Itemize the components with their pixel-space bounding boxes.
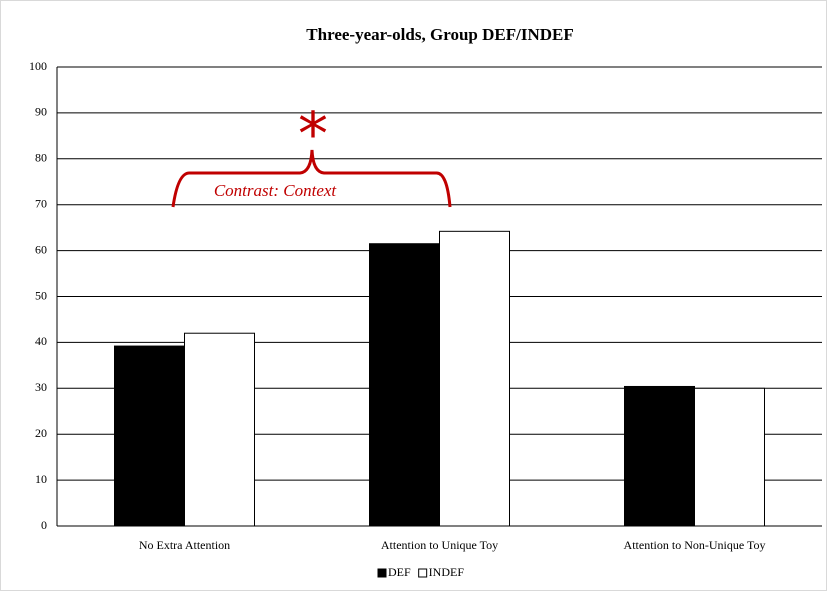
chart-title: Three-year-olds, Group DEF/INDEF <box>306 25 573 44</box>
y-tick-label: 10 <box>35 472 47 486</box>
y-tick-label: 30 <box>35 380 47 394</box>
y-tick-label: 90 <box>35 105 47 119</box>
x-tick-label: Attention to Non-Unique Toy <box>624 538 766 552</box>
bar <box>369 243 440 527</box>
bar <box>184 332 255 527</box>
bar <box>114 345 185 527</box>
contrast-bracket <box>171 149 452 208</box>
bar <box>624 385 695 527</box>
y-tick-label: 60 <box>35 242 47 256</box>
bar <box>694 387 765 527</box>
annotation-text: Contrast: Context <box>214 181 338 200</box>
legend-swatch <box>418 568 428 578</box>
significance-star: * <box>298 100 328 170</box>
y-tick-label: 50 <box>35 288 47 302</box>
y-tick-label: 80 <box>35 151 47 165</box>
legend-label: INDEF <box>429 565 465 579</box>
bar <box>439 230 510 527</box>
y-tick-label: 40 <box>35 334 47 348</box>
x-tick-label: Attention to Unique Toy <box>381 538 498 552</box>
y-tick-label: 0 <box>41 518 47 532</box>
x-tick-label: No Extra Attention <box>139 538 230 552</box>
y-tick-label: 100 <box>29 59 47 73</box>
y-tick-label: 20 <box>35 426 47 440</box>
legend-label: DEF <box>388 565 411 579</box>
legend-swatch <box>377 568 387 578</box>
y-tick-label: 70 <box>35 196 47 210</box>
